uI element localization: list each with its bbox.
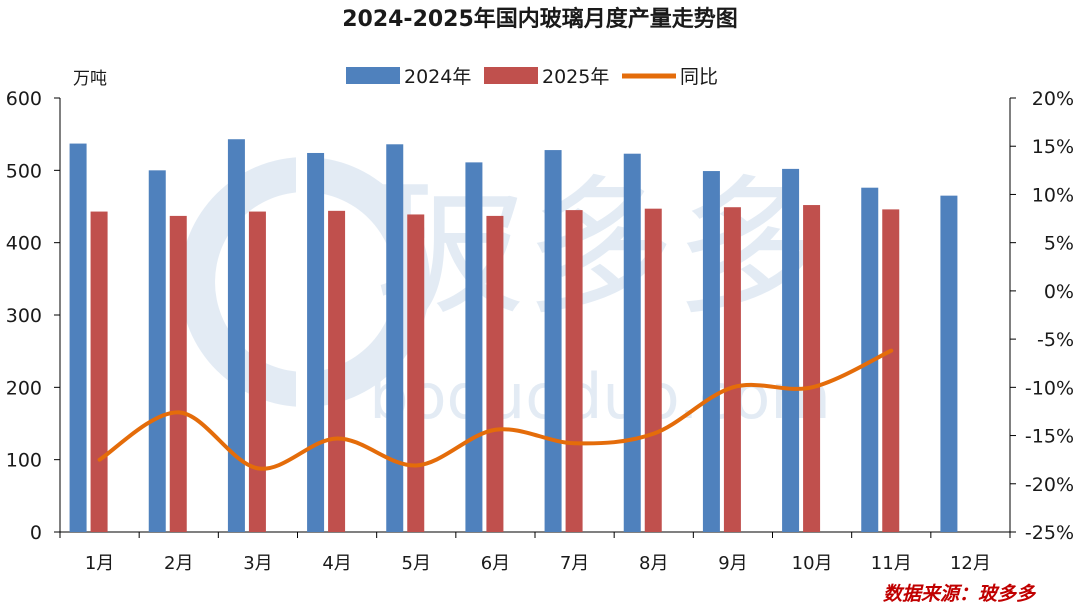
bar-2024年-5月 bbox=[386, 144, 404, 532]
legend-label-2025年: 2025年 bbox=[542, 66, 609, 88]
bar-2025年-4月 bbox=[328, 210, 346, 532]
y2-tick-label: -25% bbox=[1025, 522, 1074, 544]
plot-area: 0 100 200 300 400 500 600 -25% -20% -15% -10% -5% 0%… bbox=[6, 88, 1074, 574]
legend-label-2024年: 2024年 bbox=[404, 66, 471, 88]
x-tick-label: 4月 bbox=[322, 553, 351, 574]
chart-title: 2024-2025年国内玻璃月度产量走势图 bbox=[342, 6, 738, 32]
bar-2024年-4月 bbox=[307, 152, 325, 532]
bar-2025年-11月 bbox=[882, 209, 900, 533]
bar-2025年-5月 bbox=[407, 214, 425, 532]
y-tick-label: 200 bbox=[6, 377, 42, 399]
bar-2025年-7月 bbox=[565, 210, 583, 532]
y-tick-label: 300 bbox=[6, 305, 42, 327]
x-tick-label: 7月 bbox=[560, 553, 589, 574]
x-tick-label: 2月 bbox=[164, 553, 193, 574]
y2-tick-label: 15% bbox=[1032, 136, 1074, 158]
x-tick-label: 5月 bbox=[402, 553, 431, 574]
bar-2025年-1月 bbox=[90, 211, 108, 532]
x-tick-label: 8月 bbox=[639, 553, 668, 574]
x-tick-label: 9月 bbox=[718, 553, 747, 574]
y2-tick-label: 10% bbox=[1032, 184, 1074, 206]
svg-text:玻多多: 玻多多 bbox=[375, 162, 825, 336]
y-tick-label: 400 bbox=[6, 233, 42, 255]
x-tick-label: 10月 bbox=[792, 553, 833, 574]
legend-swatch-2024年 bbox=[346, 67, 400, 84]
bar-2024年-1月 bbox=[69, 143, 87, 532]
y-tick-label: 600 bbox=[6, 88, 42, 110]
x-tick-label: 3月 bbox=[243, 553, 272, 574]
bar-2024年-7月 bbox=[544, 150, 562, 532]
x-tick-label: 12月 bbox=[950, 553, 991, 574]
y-tick-label: 0 bbox=[30, 522, 42, 544]
bar-2024年-10月 bbox=[782, 168, 800, 533]
x-tick-label: 11月 bbox=[871, 553, 912, 574]
bar-2024年-3月 bbox=[227, 139, 245, 533]
y2-tick-label: 20% bbox=[1032, 88, 1074, 110]
bar-2024年-8月 bbox=[623, 153, 641, 533]
legend: 2024年 2025年 同比 bbox=[346, 66, 718, 88]
y-tick-label: 500 bbox=[6, 160, 42, 182]
bar-2025年-2月 bbox=[169, 215, 187, 533]
bar-2024年-2月 bbox=[148, 170, 166, 533]
y2-tick-label: -15% bbox=[1025, 426, 1074, 448]
bar-2024年-6月 bbox=[465, 162, 483, 533]
bar-2025年-6月 bbox=[486, 215, 504, 533]
bar-2025年-3月 bbox=[248, 211, 266, 532]
y-axis-unit-label: 万吨 bbox=[73, 69, 107, 89]
bar-2024年-12月 bbox=[940, 195, 958, 532]
x-tick-label: 1月 bbox=[85, 553, 114, 574]
legend-swatch-2025年 bbox=[484, 67, 538, 84]
y2-tick-label: -10% bbox=[1025, 377, 1074, 399]
y2-tick-label: 5% bbox=[1044, 233, 1074, 255]
bar-2025年-10月 bbox=[803, 205, 821, 532]
source-note: 数据来源：玻多多 bbox=[883, 583, 1037, 605]
svg-text:boduoduo.com: boduoduo.com bbox=[369, 360, 831, 433]
y2-tick-label: 0% bbox=[1044, 281, 1074, 303]
y2-tick-label: -20% bbox=[1025, 474, 1074, 496]
legend-label-同比: 同比 bbox=[680, 66, 718, 88]
bar-2024年-9月 bbox=[702, 171, 720, 532]
bar-2025年-9月 bbox=[723, 207, 741, 532]
y2-tick-label: -5% bbox=[1037, 329, 1074, 351]
bar-2025年-8月 bbox=[644, 208, 662, 533]
x-tick-label: 6月 bbox=[481, 553, 510, 574]
y-tick-label: 100 bbox=[6, 450, 42, 472]
